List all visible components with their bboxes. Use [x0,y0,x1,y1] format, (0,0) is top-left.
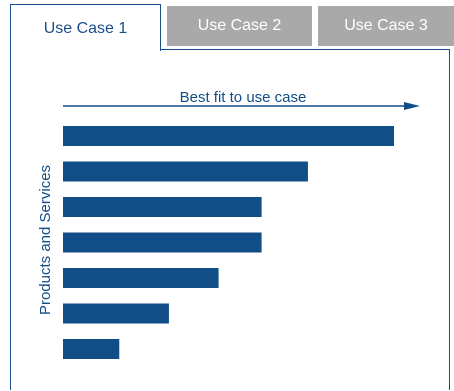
y-axis-label: Products and Services [37,165,54,315]
tab-content-panel [10,49,450,390]
tab-use-case-2[interactable]: Use Case 2 [167,6,312,46]
bar-1 [63,126,394,146]
bar-5 [63,268,219,288]
x-axis-label: Best fit to use case [180,89,307,106]
bars-group [63,126,394,359]
bar-6 [63,303,169,324]
bar-3 [63,197,262,217]
tab-use-case-3[interactable]: Use Case 3 [318,6,454,46]
bar-4 [63,232,262,253]
bar-7 [63,339,120,359]
tab-use-case-1[interactable]: Use Case 1 [10,4,161,51]
bar-2 [63,161,308,182]
x-axis-arrow-head [404,102,420,110]
